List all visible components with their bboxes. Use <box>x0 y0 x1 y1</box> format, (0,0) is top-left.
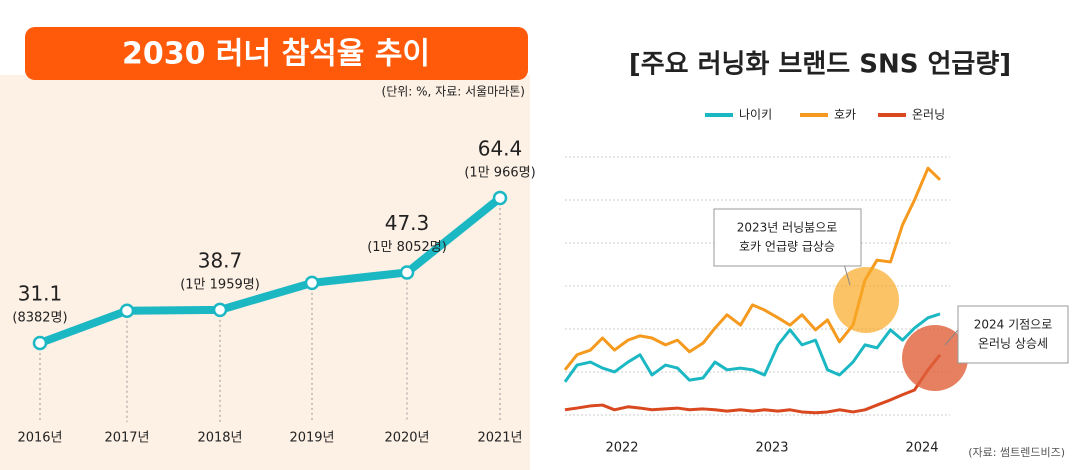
x-tick-label: 2023 <box>755 441 788 456</box>
point <box>492 190 508 206</box>
callout-line <box>944 329 959 346</box>
line <box>38 194 503 347</box>
callout-text: 호카 언급량 급상승 <box>739 240 835 254</box>
value-sublabel: (1만 966명) <box>464 166 535 181</box>
x-tick-label: 2024 <box>905 441 938 456</box>
point <box>32 335 48 351</box>
value-sublabel: (8382명) <box>12 311 67 326</box>
highlight-circle <box>902 325 968 391</box>
x-tick-label: 2016년 <box>17 431 62 446</box>
right-title: [주요 러닝화 브랜드 SNS 언급량] <box>629 50 1011 80</box>
callout-text: 2024 기점으로 <box>974 318 1053 332</box>
left-panel <box>0 75 530 470</box>
source: (자료: 썸트렌드비즈) <box>968 446 1065 459</box>
x-tick-label: 2017년 <box>104 431 149 446</box>
x-tick-label: 2022 <box>605 441 638 456</box>
value-label: 38.7 <box>198 248 243 272</box>
callout-text: 2023년 러닝붐으로 <box>737 221 838 235</box>
line <box>563 166 942 371</box>
callout-text: 온러닝 상승세 <box>978 337 1048 351</box>
legend-label: 온러닝 <box>912 108 945 122</box>
callout-box <box>713 208 862 267</box>
value-label: 47.3 <box>385 211 430 235</box>
value-label: 64.4 <box>478 137 523 161</box>
left-title: 2030 러너 참석율 추이 <box>122 37 430 72</box>
value-label: 31.1 <box>18 282 63 306</box>
title-pill <box>25 27 528 80</box>
highlight-circle <box>833 267 899 333</box>
value-sublabel: (1만 1959명) <box>180 277 260 292</box>
value-sublabel: (1만 8052명) <box>367 240 447 255</box>
line <box>563 312 941 383</box>
callout-box <box>957 305 1069 364</box>
x-tick-label: 2018년 <box>197 431 242 446</box>
point <box>399 265 415 280</box>
x-tick-label: 2019년 <box>289 431 334 446</box>
x-tick-label: 2021년 <box>477 431 522 446</box>
left-note: (단위: %, 자료: 서울마라톤) <box>382 85 525 99</box>
legend-label: 호카 <box>834 108 856 122</box>
legend-label: 나이키 <box>739 108 772 122</box>
x-tick-label: 2020년 <box>384 431 429 446</box>
point <box>212 302 228 318</box>
point <box>119 303 135 319</box>
line <box>564 353 942 415</box>
point <box>304 275 320 291</box>
